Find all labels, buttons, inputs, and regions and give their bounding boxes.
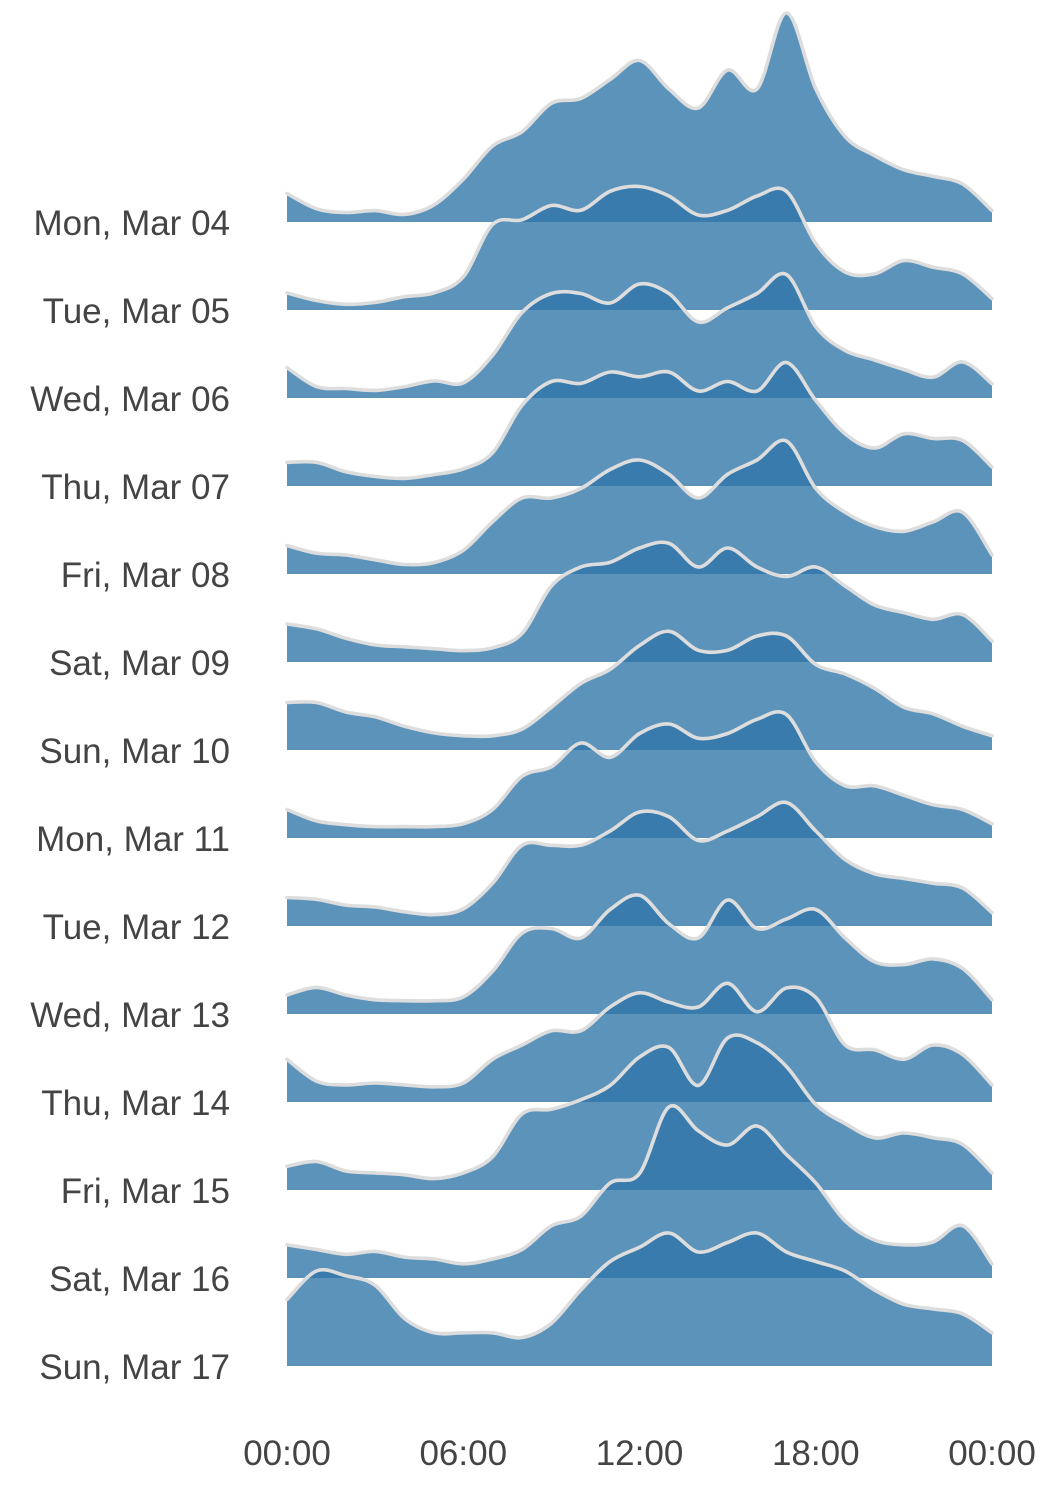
day-label: Mon, Mar 04 (34, 204, 230, 243)
ridge-line (285, 438, 994, 567)
ridge-line (285, 540, 994, 653)
ridge-5 (285, 438, 994, 574)
ridge-area (287, 273, 992, 398)
day-label: Thu, Mar 07 (41, 468, 230, 507)
x-tick-label: 18:00 (772, 1434, 860, 1473)
ridge-4 (285, 360, 994, 486)
ridge-area (287, 983, 992, 1102)
day-label: Sun, Mar 17 (39, 1348, 230, 1387)
ridge-line (285, 184, 994, 307)
day-label: Sat, Mar 09 (49, 644, 230, 683)
ridge-line (285, 893, 994, 1003)
day-label: Wed, Mar 06 (30, 380, 230, 419)
ridge-line (285, 629, 994, 739)
ridge-line (285, 271, 994, 393)
ridge-area (287, 542, 992, 662)
day-labels: Mon, Mar 04 Tue, Mar 05 Wed, Mar 06 Thu, Ma… (30, 204, 230, 1387)
day-label: Fri, Mar 15 (61, 1172, 230, 1211)
ridge-area (287, 362, 992, 486)
ridge-line (285, 11, 994, 217)
day-label: Sat, Mar 16 (49, 1260, 230, 1299)
ridge-9 (285, 800, 994, 926)
ridge-area (287, 1105, 992, 1278)
ridge-area (287, 440, 992, 574)
day-label: Mon, Mar 11 (36, 820, 230, 859)
ridge-1 (285, 11, 994, 222)
day-label: Thu, Mar 14 (41, 1084, 230, 1123)
x-tick-label: 00:00 (243, 1434, 331, 1473)
ridge-7 (285, 629, 994, 750)
day-label: Tue, Mar 05 (43, 292, 230, 331)
ridge-12 (285, 1033, 994, 1190)
ridge-11 (285, 981, 994, 1102)
ridge-area (287, 1034, 992, 1190)
day-label: Sun, Mar 10 (39, 732, 230, 771)
ridge-2 (285, 184, 994, 310)
ridge-line (285, 360, 994, 481)
ridge-area (287, 631, 992, 750)
ridges-group (285, 11, 994, 1366)
day-label: Wed, Mar 13 (30, 996, 230, 1035)
x-axis-ticks: 00:00 06:00 12:00 18:00 00:00 (243, 1434, 1036, 1473)
x-tick-label: 06:00 (419, 1434, 507, 1473)
ridge-line (285, 981, 994, 1089)
ridge-3 (285, 271, 994, 398)
ridge-line (285, 1033, 994, 1181)
ridge-14 (285, 1231, 994, 1366)
ridge-area (287, 1232, 992, 1366)
ridge-line (285, 710, 994, 829)
day-label: Tue, Mar 12 (43, 908, 230, 947)
ridge-area (287, 711, 992, 838)
ridge-13 (285, 1103, 994, 1278)
ridge-line (285, 1103, 994, 1266)
ridge-area (287, 894, 992, 1014)
ridge-area (287, 13, 992, 222)
ridge-8 (285, 710, 994, 838)
ridge-line (285, 1231, 994, 1340)
x-tick-label: 12:00 (596, 1434, 684, 1473)
ridge-10 (285, 893, 994, 1014)
x-tick-label: 00:00 (948, 1434, 1036, 1473)
day-label: Fri, Mar 08 (61, 556, 230, 595)
ridge-line (285, 800, 994, 917)
ridge-6 (285, 540, 994, 662)
